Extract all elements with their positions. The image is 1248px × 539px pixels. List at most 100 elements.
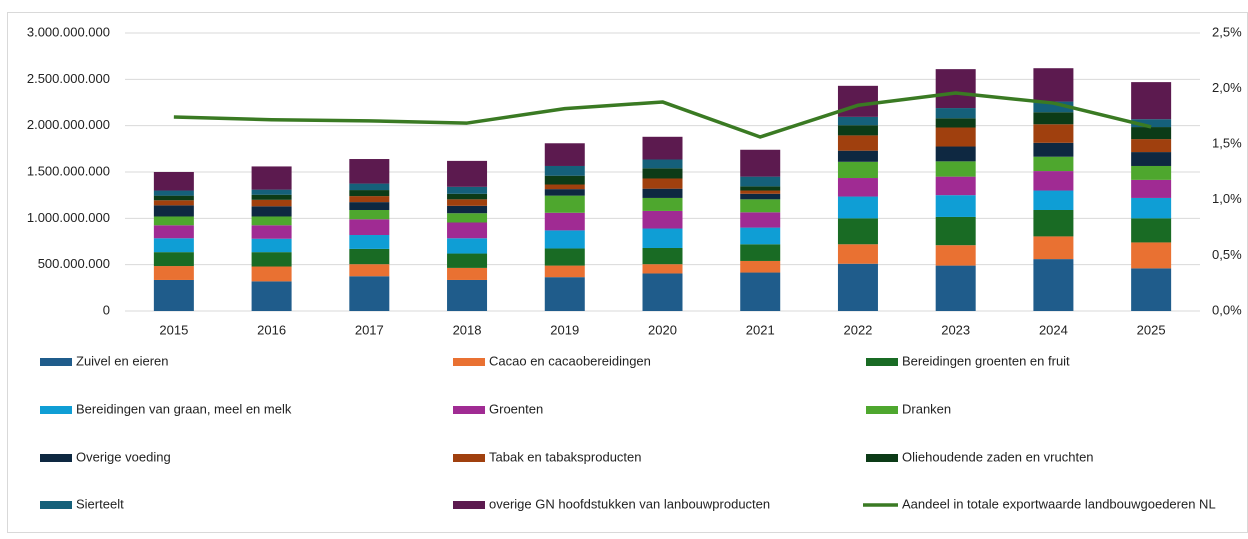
x-tick-label: 2023 bbox=[941, 322, 970, 337]
bar-segment bbox=[544, 189, 585, 196]
bar-segment bbox=[153, 195, 194, 201]
bar-segment bbox=[153, 190, 194, 196]
bar-segment bbox=[837, 116, 878, 126]
legend-swatch bbox=[866, 358, 898, 366]
bar-segment bbox=[349, 248, 390, 265]
legend-label: Zuivel en eieren bbox=[76, 353, 169, 368]
bar-segment bbox=[153, 225, 194, 239]
x-tick-label: 2015 bbox=[159, 322, 188, 337]
bar-segment bbox=[1033, 236, 1074, 260]
bar-segment bbox=[447, 253, 488, 268]
bar-segment bbox=[642, 197, 683, 211]
bar-segment bbox=[837, 263, 878, 311]
legend-label: Oliehoudende zaden en vruchten bbox=[902, 449, 1094, 464]
legend-label: Bereidingen van graan, meel en melk bbox=[76, 401, 292, 416]
bar-segment bbox=[544, 195, 585, 213]
legend-swatch bbox=[453, 406, 485, 414]
bar-segment bbox=[251, 199, 292, 207]
y-tick-label: 0 bbox=[103, 302, 110, 317]
bar-segment bbox=[837, 125, 878, 136]
bar-segment bbox=[447, 160, 488, 187]
bar-segment bbox=[740, 260, 781, 273]
legend-label: Groenten bbox=[489, 401, 543, 416]
bar-segment bbox=[251, 281, 292, 311]
bar-segment bbox=[740, 272, 781, 311]
bar-segment bbox=[740, 212, 781, 228]
bar-segment bbox=[935, 265, 976, 311]
bar-segment bbox=[1033, 112, 1074, 125]
bar-segment bbox=[251, 194, 292, 200]
bar-segment bbox=[349, 209, 390, 220]
bar-segment bbox=[642, 136, 683, 160]
legend-label: overige GN hoofdstukken van lanbouwprodu… bbox=[489, 496, 770, 511]
bar-segment bbox=[349, 264, 390, 277]
legend-label: Sierteelt bbox=[76, 496, 124, 511]
legend-label: Aandeel in totale exportwaarde landbouwg… bbox=[902, 496, 1216, 511]
bar-segment bbox=[251, 166, 292, 190]
bar-segment bbox=[935, 118, 976, 128]
bar-segment bbox=[642, 188, 683, 198]
bar-segment bbox=[349, 219, 390, 236]
bar-segment bbox=[642, 247, 683, 265]
y2-tick-label: 1,5% bbox=[1212, 136, 1242, 151]
bar-segment bbox=[740, 149, 781, 177]
bar-segment bbox=[740, 176, 781, 187]
bar-segment bbox=[153, 279, 194, 311]
bar-segment bbox=[349, 159, 390, 184]
bar-segment bbox=[642, 273, 683, 311]
bar-segment bbox=[544, 277, 585, 311]
bar-segment bbox=[740, 199, 781, 213]
y-tick-label: 1.000.000.000 bbox=[27, 210, 110, 225]
x-tick-label: 2021 bbox=[746, 322, 775, 337]
bar-segment bbox=[642, 228, 683, 248]
bar-segment bbox=[251, 216, 292, 226]
bar-segment bbox=[1131, 82, 1172, 120]
legend-swatch bbox=[40, 454, 72, 462]
y-tick-label: 2.000.000.000 bbox=[27, 117, 110, 132]
bar-segment bbox=[837, 135, 878, 151]
bar-segment bbox=[837, 161, 878, 179]
y2-tick-label: 2,0% bbox=[1212, 80, 1242, 95]
bar-segment bbox=[447, 279, 488, 311]
legend-swatch bbox=[40, 358, 72, 366]
bar-segment bbox=[153, 216, 194, 226]
y-tick-label: 500.000.000 bbox=[38, 256, 110, 271]
bar-segment bbox=[544, 248, 585, 266]
legend-swatch bbox=[453, 454, 485, 462]
bar-segment bbox=[1131, 127, 1172, 140]
bar-segment bbox=[1131, 218, 1172, 243]
bar-segment bbox=[1033, 101, 1074, 113]
x-tick-label: 2018 bbox=[453, 322, 482, 337]
y-tick-label: 1.500.000.000 bbox=[27, 163, 110, 178]
bar-segment bbox=[1033, 68, 1074, 102]
bar-segment bbox=[544, 230, 585, 249]
bar-segment bbox=[1131, 165, 1172, 180]
bar-segment bbox=[251, 225, 292, 239]
bar-segment bbox=[251, 189, 292, 195]
x-tick-label: 2017 bbox=[355, 322, 384, 337]
bar-segment bbox=[1033, 171, 1074, 191]
bar-segment bbox=[935, 216, 976, 246]
bar-segment bbox=[740, 193, 781, 200]
bar-segment bbox=[447, 238, 488, 254]
bar-segment bbox=[837, 85, 878, 117]
bar-segment bbox=[1033, 142, 1074, 157]
legend-swatch bbox=[453, 501, 485, 509]
bar-segment bbox=[1033, 190, 1074, 210]
bar-segment bbox=[935, 195, 976, 217]
bar-segment bbox=[642, 264, 683, 274]
y-tick-label: 3.000.000.000 bbox=[27, 24, 110, 39]
y2-tick-label: 1,0% bbox=[1212, 191, 1242, 206]
legend-label: Cacao en cacaobereidingen bbox=[489, 353, 651, 368]
bar-segment bbox=[251, 252, 292, 267]
bar-segment bbox=[642, 168, 683, 179]
bar-segment bbox=[642, 159, 683, 169]
bar-segment bbox=[837, 150, 878, 162]
bar-segment bbox=[740, 186, 781, 191]
bar-segment bbox=[544, 175, 585, 185]
bar-segment bbox=[447, 193, 488, 200]
legend-swatch bbox=[453, 358, 485, 366]
y-tick-label: 2.500.000.000 bbox=[27, 71, 110, 86]
y2-tick-label: 0,0% bbox=[1212, 302, 1242, 317]
bar-segment bbox=[935, 161, 976, 177]
